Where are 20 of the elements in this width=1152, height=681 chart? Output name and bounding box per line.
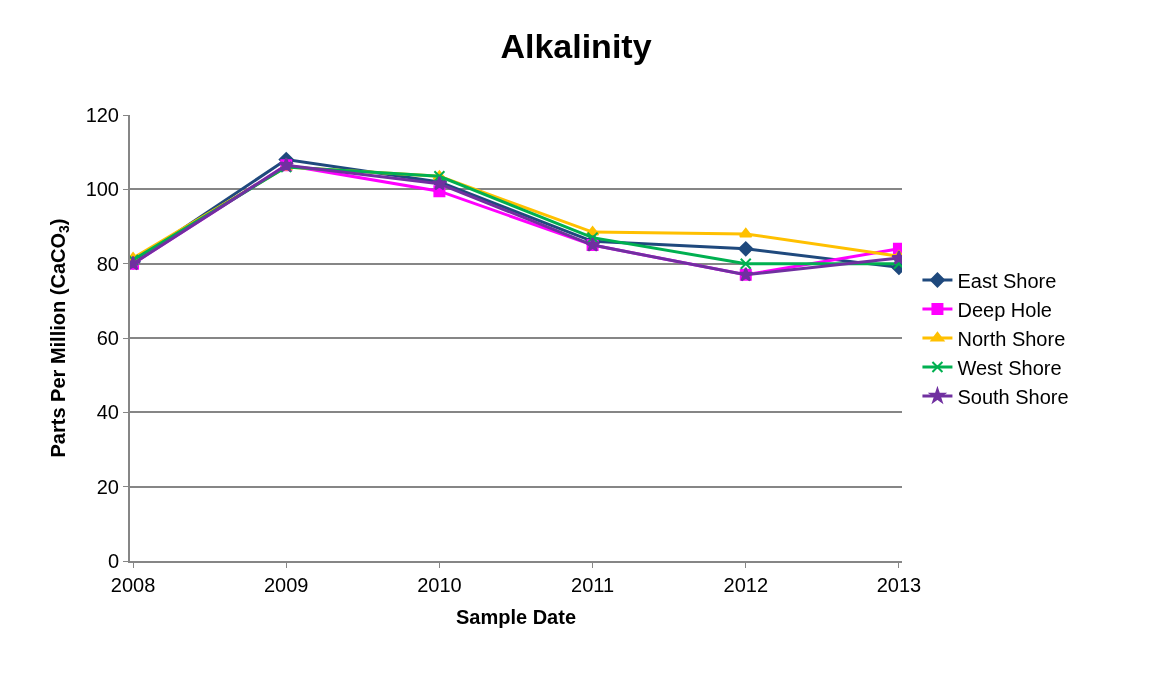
legend-label: North Shore bbox=[957, 327, 1066, 350]
x-tick-label: 2011 bbox=[571, 574, 615, 596]
legend-label: Deep Hole bbox=[957, 298, 1052, 321]
y-tick-label: 120 bbox=[85, 104, 119, 126]
y-tick-label: 60 bbox=[96, 327, 119, 349]
x-tick-label: 2008 bbox=[110, 574, 156, 596]
x-tick-label: 2009 bbox=[263, 574, 309, 596]
legend-label: West Shore bbox=[957, 356, 1062, 379]
chart-title: Alkalinity bbox=[500, 26, 652, 65]
x-tick-label: 2010 bbox=[417, 574, 462, 596]
y-tick-label: 20 bbox=[96, 475, 119, 498]
x-tick-label: 2013 bbox=[876, 574, 922, 596]
x-axis-title: Sample Date bbox=[455, 606, 577, 628]
y-tick-label: 40 bbox=[96, 401, 119, 424]
y-tick-label: 80 bbox=[96, 252, 119, 275]
x-tick-label: 2012 bbox=[723, 574, 769, 596]
legend-label: South Shore bbox=[957, 385, 1069, 408]
y-tick-label: 0 bbox=[107, 550, 119, 572]
y-tick-label: 100 bbox=[85, 178, 119, 201]
legend-label: East Shore bbox=[957, 269, 1057, 292]
